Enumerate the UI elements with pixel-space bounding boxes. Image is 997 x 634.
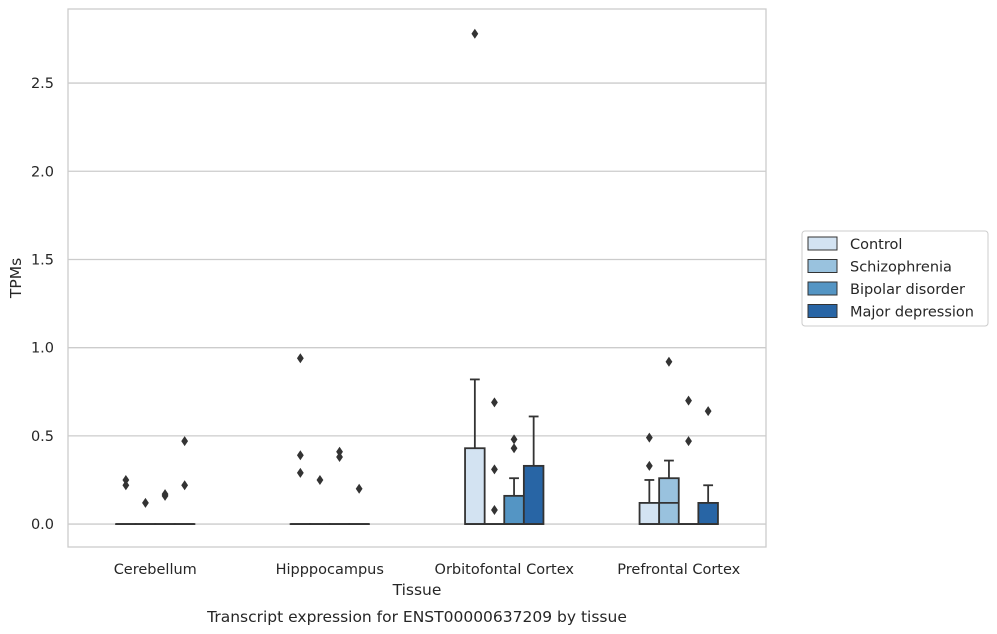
gridlines [68, 82, 766, 525]
plot-area-frame [67, 8, 767, 548]
y-tick-label: 2.5 [31, 76, 54, 92]
x-tick-label: Prefrontal Cortex [617, 562, 740, 578]
box [522, 464, 545, 525]
box-group [328, 446, 351, 525]
outlier-point [336, 452, 343, 463]
box-group [638, 432, 661, 525]
legend-swatch [807, 304, 838, 318]
legend-label: Control [850, 237, 902, 253]
outlier-point [645, 432, 653, 443]
box-group [677, 395, 700, 525]
box-group [115, 474, 137, 525]
legend: Control Schizophrenia Bipolar disorder Majo… [801, 230, 989, 327]
outlier-point [704, 406, 712, 417]
outlier-point [685, 395, 692, 406]
outlier-point [471, 28, 479, 39]
y-axis-ticks: 0.0 0.5 1.0 1.5 2.0 2.5 [31, 76, 54, 533]
outlier-point [316, 474, 324, 485]
y-axis-title: TPMs [7, 258, 25, 299]
outlier-point [161, 490, 169, 501]
box-group [697, 406, 719, 525]
legend-swatch [807, 259, 838, 273]
x-tick-label: Cerebellum [114, 562, 197, 578]
y-tick-label: 1.5 [31, 252, 54, 268]
box-group [522, 415, 545, 525]
outlier-point [296, 353, 304, 364]
outlier-point [510, 434, 518, 445]
outlier-point [510, 443, 518, 454]
box [503, 494, 525, 525]
legend-label: Schizophrenia [850, 260, 952, 276]
x-axis-ticks: Cerebellum Hipppocampus Orbitofontal Corte… [114, 562, 741, 578]
outlier-point [296, 450, 304, 461]
x-tick-label: Orbitofontal Cortex [435, 562, 575, 578]
outlier-point [491, 397, 498, 408]
outlier-point [355, 483, 363, 494]
outlier-point [336, 446, 343, 457]
legend-swatch [807, 281, 838, 296]
y-tick-label: 1.0 [31, 341, 54, 357]
box-group [134, 497, 157, 525]
box [658, 477, 680, 525]
y-tick-label: 2.0 [31, 164, 54, 180]
outlier-point [181, 480, 189, 491]
legend-swatch [807, 236, 838, 251]
box-marks [115, 28, 719, 525]
box-group [658, 356, 680, 525]
legend-label: Bipolar disorder [850, 282, 965, 298]
outlier-point [122, 480, 130, 491]
box-group [289, 353, 312, 525]
box-group [154, 489, 176, 525]
box-group [464, 28, 486, 525]
outlier-point [181, 436, 189, 447]
box [464, 447, 486, 525]
outlier-point [665, 356, 673, 367]
x-axis-title: Tissue [392, 581, 442, 599]
outlier-point [142, 497, 149, 508]
box [638, 502, 661, 525]
box-group [503, 434, 525, 525]
box [697, 502, 719, 525]
legend-label: Major depression [850, 305, 974, 321]
outlier-point [122, 474, 130, 485]
outlier-point [645, 460, 653, 471]
outlier-point [685, 436, 692, 447]
box-group [483, 397, 506, 525]
box-group [173, 436, 196, 525]
y-tick-label: 0.0 [31, 517, 54, 533]
outlier-point [491, 504, 498, 515]
outlier-point [296, 467, 304, 478]
box-group [348, 483, 370, 525]
chart-caption: Transcript expression for ENST0000063720… [206, 608, 627, 626]
y-tick-label: 0.5 [31, 429, 54, 445]
legend-frame [801, 230, 989, 327]
outlier-point [491, 464, 498, 475]
x-tick-label: Hipppocampus [276, 562, 384, 578]
box-group [309, 474, 331, 525]
